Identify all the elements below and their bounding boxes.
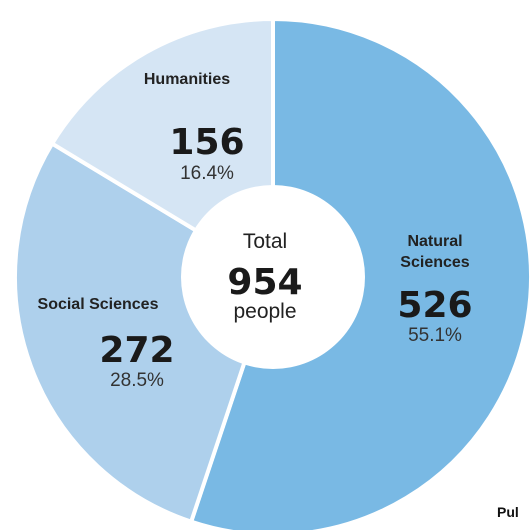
- value-social-sciences: 272: [99, 330, 174, 371]
- center-total-label: Total: [243, 230, 287, 253]
- label-natural-sciences-line2: Sciences: [400, 254, 469, 271]
- label-humanities: Humanities: [144, 71, 230, 88]
- pct-natural-sciences: 55.1%: [408, 325, 462, 346]
- value-natural-sciences: 526: [397, 285, 472, 326]
- value-humanities: 156: [169, 122, 244, 163]
- pct-social-sciences: 28.5%: [110, 370, 164, 391]
- pct-humanities: 16.4%: [180, 163, 234, 184]
- center-total-unit: people: [233, 300, 296, 323]
- footer-note: Pul: [497, 504, 519, 520]
- label-social-sciences: Social Sciences: [38, 296, 159, 313]
- label-natural-sciences-line1: Natural: [407, 233, 462, 250]
- center-total-value: 954: [227, 262, 302, 303]
- center-hole: [181, 185, 365, 369]
